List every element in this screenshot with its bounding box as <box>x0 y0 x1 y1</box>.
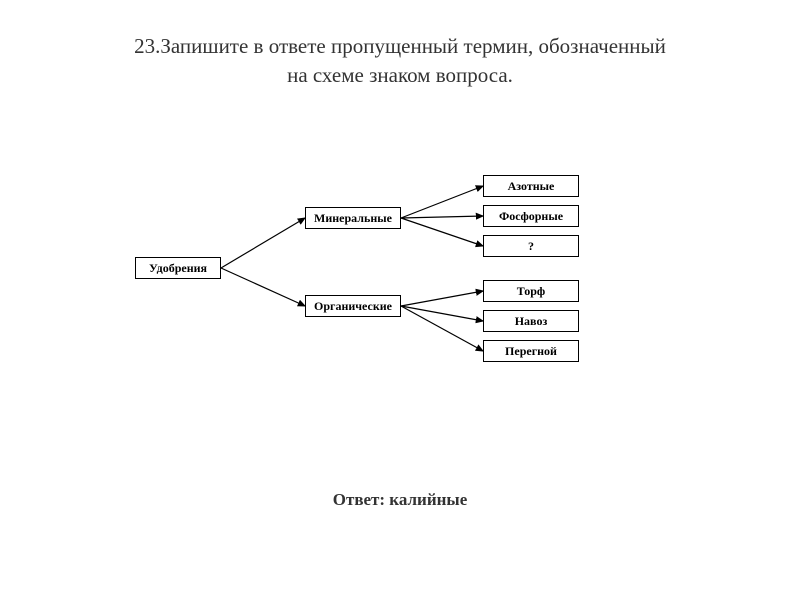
edge-mineral-nitrogen <box>401 186 483 218</box>
node-manure: Навоз <box>483 310 579 332</box>
edge-organic-manure <box>401 306 483 321</box>
node-humus: Перегной <box>483 340 579 362</box>
fertilizer-diagram: Удобрения Минеральные Органические Азотные Ф… <box>135 165 665 375</box>
title-line-1: 23.Запишите в ответе пропущенный термин,… <box>134 34 666 58</box>
edge-mineral-question <box>401 218 483 246</box>
node-phosphor: Фосфорные <box>483 205 579 227</box>
edge-root-mineral <box>221 218 305 268</box>
node-mineral: Минеральные <box>305 207 401 229</box>
title-line-2: на схеме знаком вопроса. <box>287 63 513 87</box>
page-title: 23.Запишите в ответе пропущенный термин,… <box>0 32 800 91</box>
node-nitrogen: Азотные <box>483 175 579 197</box>
node-organic: Органические <box>305 295 401 317</box>
edge-organic-humus <box>401 306 483 351</box>
node-root: Удобрения <box>135 257 221 279</box>
node-question: ? <box>483 235 579 257</box>
edge-organic-peat <box>401 291 483 306</box>
edge-mineral-phosphor <box>401 216 483 218</box>
node-peat: Торф <box>483 280 579 302</box>
answer-text: Ответ: калийные <box>0 490 800 510</box>
edge-root-organic <box>221 268 305 306</box>
